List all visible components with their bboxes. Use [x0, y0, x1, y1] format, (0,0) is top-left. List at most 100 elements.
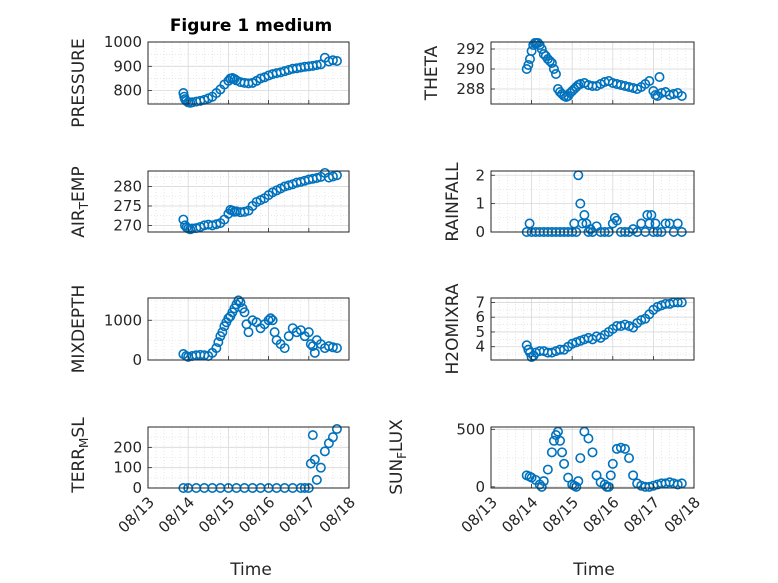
data-point-sun_flux [538, 476, 549, 487]
ylabel-terr-sub: M [77, 438, 91, 448]
ylabel-air-temp-sub: T [77, 201, 91, 210]
ytick-label-h2omixra: 5 [475, 323, 485, 341]
data-point-sun_flux [546, 447, 557, 458]
xtick-label-terr_msl: 08/15 [195, 493, 238, 536]
data-point-sun_flux [583, 433, 594, 444]
data-point-rainfall [585, 224, 596, 235]
ytick-label-theta: 292 [456, 40, 485, 58]
xtick-label-terr_msl: 08/18 [316, 493, 359, 536]
xtick-label-sun_flux: 08/14 [498, 493, 541, 536]
data-point-terr_msl [315, 462, 326, 473]
ylabel-air-temp-tail: EMP [69, 166, 89, 202]
data-point-air_temp [239, 206, 250, 217]
data-point-sun_flux [573, 476, 584, 487]
xtick-label-sun_flux: 08/13 [458, 493, 501, 536]
data-point-theta [644, 76, 655, 87]
ytick-label-pressure: 800 [113, 82, 142, 100]
ytick-label-rainfall: 0 [475, 223, 485, 241]
ytick-label-rainfall: 1 [475, 195, 485, 213]
data-point-terr_msl [331, 424, 342, 435]
ylabel-sun-flux: SUNFLUX [387, 419, 409, 495]
data-point-theta [546, 57, 557, 68]
data-point-rainfall [609, 212, 620, 223]
data-point-mixdepth [283, 331, 294, 342]
data-point-pressure [331, 55, 342, 66]
axes-mixdepth: 0 1000 [104, 295, 350, 369]
axes-background-pressure [147, 41, 350, 105]
axes-frame-h2omixra [490, 297, 695, 361]
ytick-label-sun_flux: 500 [456, 420, 485, 438]
data-point-theta [523, 59, 534, 70]
data-point-mixdepth [327, 342, 338, 353]
data-point-mixdepth [263, 315, 274, 326]
data-point-air_temp [311, 172, 322, 183]
data-point-mixdepth [239, 307, 250, 318]
data-point-pressure [327, 55, 338, 66]
xtick-label-terr_msl: 08/13 [115, 493, 158, 536]
ylabel-theta: THETA [422, 45, 442, 101]
ylabel-terr-tail: SL [69, 417, 89, 438]
data-point-mixdepth [213, 337, 224, 348]
ylabel-terr-msl: TERRMSL [69, 417, 91, 494]
axes-pressure: 800 900 1000 [104, 33, 350, 108]
data-point-mixdepth [233, 295, 244, 306]
ylabel-sun-sub: F [395, 452, 409, 459]
data-point-sun_flux [536, 481, 547, 492]
xtick-label-terr_msl: 08/16 [235, 493, 278, 536]
data-point-terr_msl [307, 430, 318, 441]
ylabel-mixdepth: MIXDEPTH [69, 285, 89, 374]
data-point-mixdepth [211, 343, 222, 354]
axes-frame-rainfall [490, 170, 695, 233]
data-point-mixdepth [303, 327, 314, 338]
ylabel-air-temp: AIRTEMP [69, 166, 91, 237]
data-point-mixdepth [331, 343, 342, 354]
data-point-sun_flux [607, 458, 618, 469]
ylabel-terr-main: TERR [69, 448, 89, 494]
axes-background-theta [490, 41, 695, 105]
ytick-label-theta: 290 [456, 60, 485, 78]
data-point-theta [544, 55, 555, 66]
ytick-label-pressure: 900 [113, 57, 142, 75]
axes-frame-terr_msl [147, 426, 350, 489]
ytick-label-mixdepth: 0 [132, 351, 142, 369]
ytick-label-terr_msl: 100 [113, 459, 142, 477]
axes-background-rainfall [490, 170, 695, 233]
ytick-label-rainfall: 2 [475, 166, 485, 184]
ylabel-sun-main: SUN [387, 459, 407, 495]
ytick-label-air_temp: 275 [113, 197, 142, 215]
data-point-sun_flux [628, 470, 639, 481]
xtick-label-terr_msl: 08/17 [275, 493, 318, 536]
axes-frame-pressure [147, 41, 350, 105]
axes-theta: 288 290 292 [456, 37, 695, 105]
ytick-label-air_temp: 280 [113, 178, 142, 196]
data-point-air_temp [327, 171, 338, 182]
data-point-mixdepth [267, 315, 278, 326]
data-point-mixdepth [243, 327, 254, 338]
data-point-sun_flux [619, 443, 630, 454]
data-point-sun_flux [587, 447, 598, 458]
ytick-label-h2omixra: 7 [475, 293, 485, 311]
axes-frame-mixdepth [147, 297, 350, 361]
xtick-label-sun_flux: 08/15 [539, 493, 582, 536]
ytick-label-h2omixra: 4 [475, 338, 485, 356]
ylabel-pressure: PRESSURE [69, 38, 89, 127]
figure-title: Figure 1 medium [170, 16, 332, 36]
xtick-label-sun_flux: 08/17 [620, 493, 663, 536]
xtick-label-terr_msl: 08/14 [155, 493, 198, 536]
data-point-theta [676, 91, 687, 102]
data-point-sun_flux [575, 453, 586, 464]
data-point-mixdepth [217, 327, 228, 338]
data-point-sun_flux [605, 470, 616, 481]
axes-frame-theta [490, 41, 695, 105]
ytick-label-pressure: 1000 [104, 33, 142, 51]
data-point-sun_flux [555, 435, 566, 446]
ytick-label-mixdepth: 1000 [104, 311, 142, 329]
ylabel-rainfall: RAINFALL [443, 162, 463, 242]
xlabel-left: Time [229, 560, 272, 580]
axes-frame-sun_flux [490, 426, 695, 489]
ytick-label-theta: 288 [456, 80, 485, 98]
